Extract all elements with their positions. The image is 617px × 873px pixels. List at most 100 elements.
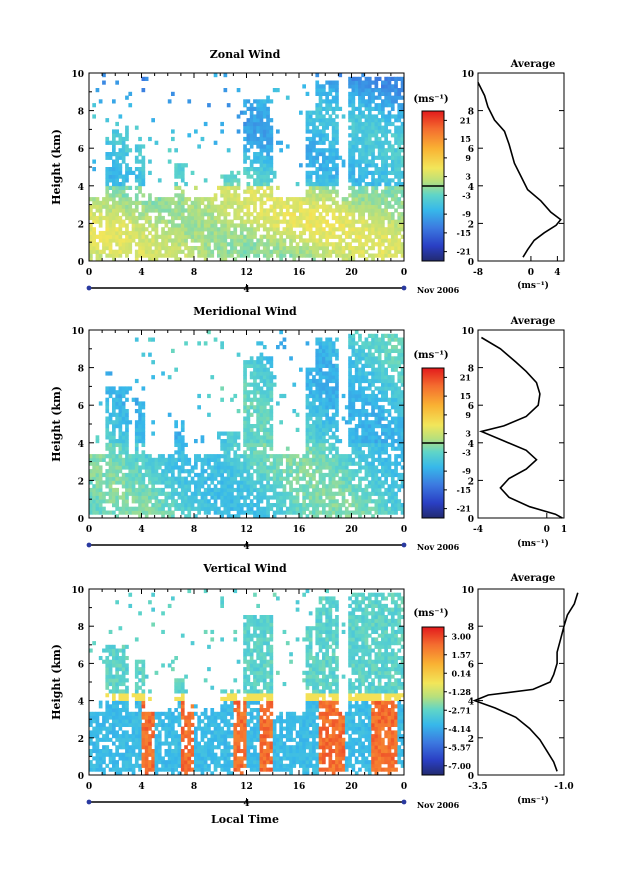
- heatmap-cell: [331, 386, 336, 391]
- heatmap-cell: [112, 503, 116, 508]
- heatmap-cell: [141, 472, 146, 478]
- heatmap-cell: [315, 238, 320, 243]
- heatmap-cell: [318, 476, 323, 481]
- heatmap-cell: [121, 230, 126, 236]
- heatmap-cell: [331, 129, 336, 134]
- heatmap-cell: [259, 442, 264, 447]
- heatmap-cell: [361, 204, 365, 209]
- heatmap-cell: [351, 450, 356, 455]
- heatmap-cell: [358, 476, 362, 481]
- heatmap-cell: [390, 114, 395, 119]
- heatmap-cell: [108, 234, 113, 239]
- heatmap-cell: [341, 416, 346, 421]
- heatmap-cell: [121, 204, 126, 209]
- heatmap-cell: [338, 480, 343, 485]
- heatmap-cell: [190, 234, 195, 239]
- heatmap-cell: [279, 472, 283, 478]
- heatmap-cell: [105, 167, 110, 172]
- heatmap-cell: [344, 253, 349, 258]
- heatmap-cell: [390, 121, 395, 127]
- heatmap-cell: [374, 133, 379, 138]
- heatmap-cell: [328, 375, 333, 380]
- heatmap-cell: [331, 348, 336, 353]
- heatmap-cell: [148, 253, 152, 258]
- heatmap-cell: [292, 382, 297, 387]
- heatmap-cell: [138, 469, 142, 474]
- heatmap-cell: [312, 219, 316, 224]
- heatmap-cell: [256, 439, 260, 444]
- heatmap-cell: [256, 103, 260, 108]
- heatmap-cell: [377, 197, 382, 202]
- heatmap-cell: [262, 227, 267, 232]
- heatmap-cell: [374, 189, 379, 194]
- heatmap-cell: [289, 242, 293, 247]
- heatmap-cell: [190, 200, 195, 205]
- heatmap-cell: [354, 246, 359, 251]
- heatmap-cell: [167, 249, 172, 254]
- heatmap-cell: [335, 182, 339, 187]
- heatmap-cell: [299, 465, 303, 470]
- heatmap-cell: [299, 110, 303, 115]
- heatmap-cell: [177, 469, 182, 474]
- heatmap-cell: [354, 163, 359, 168]
- heatmap-cell: [253, 170, 257, 175]
- heatmap-cell: [226, 148, 231, 153]
- heatmap-cell: [194, 234, 198, 239]
- heatmap-cell: [397, 454, 402, 459]
- heatmap-cell: [112, 99, 116, 104]
- heatmap-cell: [190, 227, 195, 232]
- heatmap-cell: [128, 491, 133, 496]
- heatmap-cell: [112, 491, 116, 496]
- heatmap-cell: [194, 238, 198, 243]
- heatmap-cell: [89, 212, 93, 217]
- heatmap-cell: [246, 204, 251, 209]
- heatmap-cell: [348, 170, 352, 175]
- heatmap-cell: [367, 88, 372, 93]
- heatmap-cell: [292, 208, 297, 213]
- heatmap-cell: [328, 159, 333, 164]
- heatmap-cell: [272, 491, 277, 496]
- heatmap-cell: [161, 514, 165, 519]
- heatmap-cell: [239, 246, 244, 251]
- heatmap-cell: [184, 341, 188, 346]
- heatmap-cell: [400, 409, 405, 414]
- heatmap-cell: [397, 163, 402, 168]
- heatmap-cell: [259, 476, 264, 481]
- heatmap-cell: [335, 401, 339, 406]
- heatmap-cell: [305, 136, 310, 142]
- heatmap-cell: [381, 424, 385, 429]
- heatmap-cell: [374, 223, 379, 228]
- heatmap-cell: [397, 197, 402, 202]
- heatmap-cell: [259, 506, 264, 511]
- heatmap-cell: [269, 144, 274, 149]
- heatmap-cell: [285, 95, 290, 100]
- heatmap-cell: [131, 457, 136, 462]
- heatmap-cell: [335, 510, 339, 515]
- heatmap-cell: [390, 234, 395, 239]
- heatmap-cell: [361, 219, 365, 224]
- heatmap-cell: [249, 457, 254, 462]
- heatmap-cell: [112, 487, 116, 493]
- heatmap-cell: [397, 144, 402, 149]
- heatmap-cell: [249, 435, 254, 440]
- heatmap-cell: [249, 401, 254, 406]
- heatmap-cell: [217, 510, 221, 515]
- heatmap-cell: [200, 215, 205, 221]
- heatmap-cell: [348, 76, 352, 81]
- heatmap-cell: [243, 136, 247, 142]
- heatmap-cell: [223, 227, 228, 232]
- heatmap-cell: [381, 197, 385, 202]
- heatmap-cell: [308, 110, 313, 115]
- heatmap-cell: [367, 427, 372, 432]
- heatmap-cell: [213, 204, 218, 209]
- heatmap-cell: [262, 208, 267, 213]
- heatmap-cell: [207, 253, 211, 258]
- heatmap-cell: [89, 454, 93, 459]
- heatmap-cell: [335, 386, 339, 391]
- heatmap-cell: [266, 401, 270, 406]
- heatmap-cell: [394, 503, 398, 508]
- heatmap-cell: [256, 189, 260, 194]
- heatmap-cell: [187, 197, 192, 202]
- heatmap-cell: [243, 461, 247, 466]
- heatmap-cell: [335, 446, 339, 451]
